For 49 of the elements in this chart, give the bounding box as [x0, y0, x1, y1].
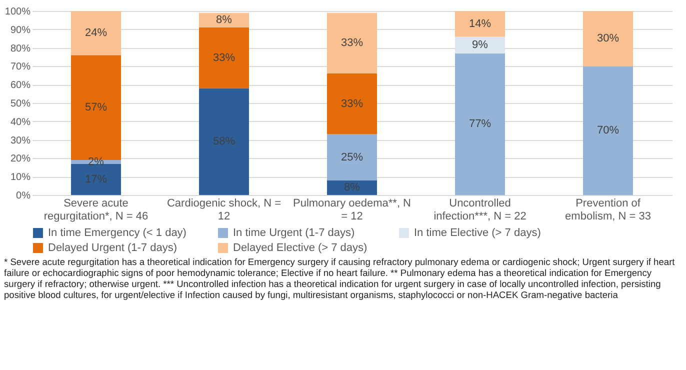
- y-tick-label: 50%: [10, 98, 31, 110]
- x-tick-label: Prevention of embolism, N = 33: [565, 198, 651, 222]
- bar: [455, 53, 505, 195]
- data-label: 25%: [340, 151, 364, 164]
- data-label: 58%: [212, 136, 236, 148]
- y-tick-label: 20%: [10, 154, 31, 165]
- data-label: 33%: [340, 98, 364, 110]
- x-tick-label: Uncontrolled infection***, N = 22: [434, 198, 526, 222]
- x-tick-label: Cardiogenic shock, N = 12: [166, 198, 282, 222]
- data-label: 70%: [596, 124, 620, 137]
- bar: [199, 88, 249, 195]
- data-label: 33%: [340, 37, 364, 50]
- text: * Severe acute regurgitation has a theoretical indication for Emergency surgery if causing refractory pulmonary edema or cardiogenic shock; Urgent surgery if heart failure or echocardiographic signs of poor hemodynamic tolerance; Elective if no heart failure. ** Pulmonary edema has a theoretical indication for Emergency surgery if refractory; otherwise urgent. *** Uncontrolled infection has a theoretical indication for urgent surgery in case of locally uncontrolled infection, persisting positive blood cultures, for urgent/elective if Infection caused by fungi, multiresistant organisms, staphylococci or non-HACEK Gram-negative bacteria: [3, 256, 676, 301]
- data-label: 77%: [468, 118, 492, 130]
- y-tick-label: 60%: [10, 80, 31, 92]
- data-label: 57%: [84, 102, 108, 114]
- data-label: 8%: [216, 14, 232, 26]
- bar: [71, 164, 121, 195]
- y-tick-label: 10%: [10, 172, 31, 184]
- legend-label: In time Elective (> 7 days): [414, 227, 541, 239]
- data-label: 8%: [344, 182, 360, 194]
- y-tick-label: 100%: [4, 6, 31, 18]
- data-label: 30%: [596, 32, 620, 45]
- y-tick-label: 80%: [10, 43, 31, 54]
- data-label: 14%: [468, 18, 492, 30]
- bar: [199, 28, 249, 88]
- bar: [327, 74, 377, 134]
- bar: [583, 66, 633, 195]
- data-label: 24%: [84, 27, 108, 40]
- legend-label: In time Urgent (1-7 days): [233, 227, 355, 239]
- data-label: 9%: [472, 39, 488, 52]
- y-tick-label: 30%: [10, 135, 31, 146]
- data-label: 17%: [84, 173, 108, 186]
- bar: [327, 134, 377, 180]
- bar: [71, 11, 121, 56]
- legend-label: Delayed Urgent (1-7 days): [48, 242, 178, 254]
- bar: [327, 12, 377, 74]
- y-tick-label: 0%: [16, 190, 31, 202]
- legend-label: Delayed Elective (> 7 days): [233, 242, 368, 254]
- x-tick-label: Severe acute regurgitation*, N = 46: [44, 198, 148, 222]
- y-tick-label: 40%: [10, 116, 31, 128]
- bar: [583, 11, 633, 66]
- x-tick-label: Pulmonary oedema**, N = 12: [292, 198, 412, 222]
- bar: [455, 11, 505, 37]
- legend-label: In time Emergency (< 1 day): [48, 227, 186, 239]
- bar: [455, 36, 505, 54]
- data-label: 33%: [212, 52, 236, 64]
- y-tick-label: 70%: [10, 62, 31, 73]
- y-tick-label: 90%: [10, 24, 31, 36]
